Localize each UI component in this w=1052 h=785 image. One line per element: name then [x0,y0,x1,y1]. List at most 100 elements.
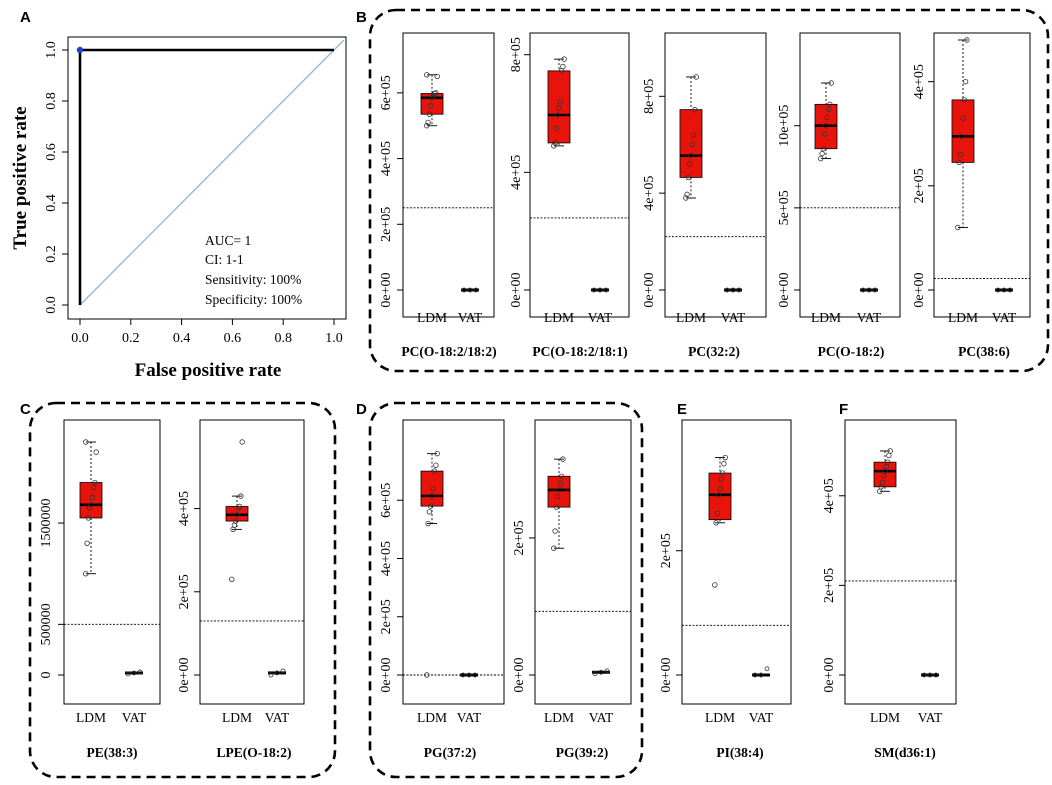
ldm-point-b-1-4 [429,95,435,101]
roc-chart: 0.0 0.2 0.4 0.6 0.8 1.0 0.0 0.2 0.4 0.6 0.8 1.0 AU… [10,36,347,381]
panel-label-d: D [356,401,367,418]
plot-title-e-1: PI(38:4) [716,745,763,760]
ytick-label-e-1-0: 0e+00 [659,657,674,692]
ytick-label-b-1-0: 0e+00 [379,272,394,307]
ldm-point-c-2-4 [234,512,240,518]
roc-ytick-label-4: 0.8 [44,92,59,110]
ytick-label-b-3-2: 8e+05 [642,79,657,114]
panel-label-c: C [20,401,31,418]
ytick-label-f-1-1: 2e+05 [822,568,837,603]
category-label-ldm-b-3: LDM [676,310,706,325]
category-label-ldm-b-4: LDM [811,310,841,325]
ldm-point-b-3-2 [685,174,692,181]
ldm-point-d-2-5 [557,480,563,486]
boxplot-c-2: 0e+00 2e+05 4e+05 LDM VAT LPE(O-18:2) [177,419,305,760]
ldm-point-c-2-0 [229,576,235,583]
plot-frame-d-2 [534,419,632,705]
roc-auc-label: AUC= 1 [205,233,251,248]
vat-box-d-1 [460,673,478,677]
boxplot-d-1: 0e+00 2e+05 4e+05 6e+05 LDM VAT PG(37:2) [379,419,505,760]
ldm-point-c-1-1 [84,540,90,547]
ldm-point-b-4-8 [828,80,834,86]
vat-point-b-5-1 [1001,287,1007,293]
ldm-point-b-3-7 [692,106,698,113]
ldm-point-d-1-1 [425,520,431,527]
roc-xlabel: False positive rate [135,360,282,381]
boxplot-f-1: 0e+00 2e+05 4e+05 LDM VAT SM(d36:1) [822,419,957,760]
ldm-point-c-1-3 [86,505,93,511]
category-label-ldm-e-1: LDM [705,710,735,725]
roc-ci-label: CI: 1-1 [205,252,244,267]
ytick-label-d-1-2: 4e+05 [379,541,394,576]
panel-label-b: B [356,9,367,26]
plot-frame-c-2 [199,419,305,705]
ytick-label-d-1-3: 6e+05 [379,483,394,518]
ldm-point-e-1-5 [718,476,724,482]
vat-box-b-4 [860,288,878,292]
ldm-point-d-1-4 [429,493,435,499]
vat-point-b-3-1 [730,287,736,293]
ldm-point-d-1-8 [434,450,440,457]
vat-point-d-1-0 [460,672,466,678]
ldm-point-b-5-5 [961,97,967,103]
group-frame-b [368,8,1050,373]
roc-ytick-label-2: 0.4 [44,194,59,212]
ldm-point-b-5-2 [957,151,964,158]
plot-frame-f-1 [844,419,957,705]
ldm-point-b-2-2 [553,125,560,131]
category-label-vat-d-2: VAT [589,710,614,725]
ldm-point-b-3-3 [687,161,693,167]
ldm-point-b-2-7 [560,63,566,70]
vat-point-b-2-2 [603,287,609,293]
ldm-point-f-1-7 [886,452,892,459]
boxplot-b-3: 0e+00 4e+05 8e+05 LDM VAT PC(32:2) [642,32,767,359]
plot-frame-b-1 [402,32,495,318]
roc-xtick-label-1: 0.2 [122,331,140,346]
ldm-point-b-5-4 [960,115,966,121]
ldm-point-c-2-3 [232,518,239,524]
ldm-box-b-3 [679,109,703,178]
category-label-vat-b-3: VAT [721,310,746,325]
vat-point-e-1-0 [752,672,758,678]
roc-ytick-label-5: 1.0 [44,41,59,59]
ldm-point-f-1-2 [879,479,886,486]
category-label-vat-b-4: VAT [857,310,882,325]
plot-title-b-4: PC(O-18:2) [818,344,885,359]
ytick-label-d-1-1: 2e+05 [379,599,394,634]
ldm-point-b-1-2 [426,111,433,117]
vat-point-b-2-1 [597,287,603,293]
ytick-label-b-2-0: 0e+00 [509,272,524,307]
ytick-label-b-4-1: 5e+05 [777,190,792,225]
ldm-point-e-1-1 [713,520,719,526]
ytick-label-b-5-0: 0e+00 [912,272,927,307]
vat-point-f-1-1 [927,672,933,678]
category-label-vat-c-2: VAT [265,710,290,725]
ldm-point-b-2-1 [552,140,558,146]
ytick-label-b-2-1: 4e+05 [509,155,524,190]
ldm-point-d-2-1 [552,528,558,534]
ldm-point-b-1-9 [424,72,430,78]
boxplot-b-4: 0e+00 5e+05 10e+05 LDM VAT PC(O-18:2) [777,32,901,359]
vat-point-d-2-2 [604,668,610,674]
ldm-point-c-2-7 [238,493,244,499]
ldm-point-c-1-4 [88,502,94,508]
roc-xtick-label-2: 0.4 [173,331,191,346]
panel-label-e: E [677,401,687,418]
category-label-ldm-d-2: LDM [544,710,574,725]
plot-title-f-1: SM(d36:1) [874,745,936,760]
ytick-label-c-1-2: 1500000 [39,499,54,548]
vat-point-b-5-2 [1007,287,1013,293]
plot-title-c-2: LPE(O-18:2) [217,745,292,760]
vat-point-c-2-0 [268,672,274,678]
ytick-label-d-2-1: 2e+05 [512,520,527,555]
ldm-point-b-4-4 [823,123,829,129]
vat-point-b-1-1 [467,287,473,293]
ldm-point-d-1-3 [428,503,434,509]
ldm-point-b-5-0 [955,224,961,231]
ldm-point-c-2-6 [236,503,243,510]
vat-point-e-1-2 [764,666,770,672]
plot-title-d-2: PG(39:2) [556,745,608,760]
vat-point-b-3-2 [736,287,742,293]
plot-frame-b-2 [529,32,630,318]
